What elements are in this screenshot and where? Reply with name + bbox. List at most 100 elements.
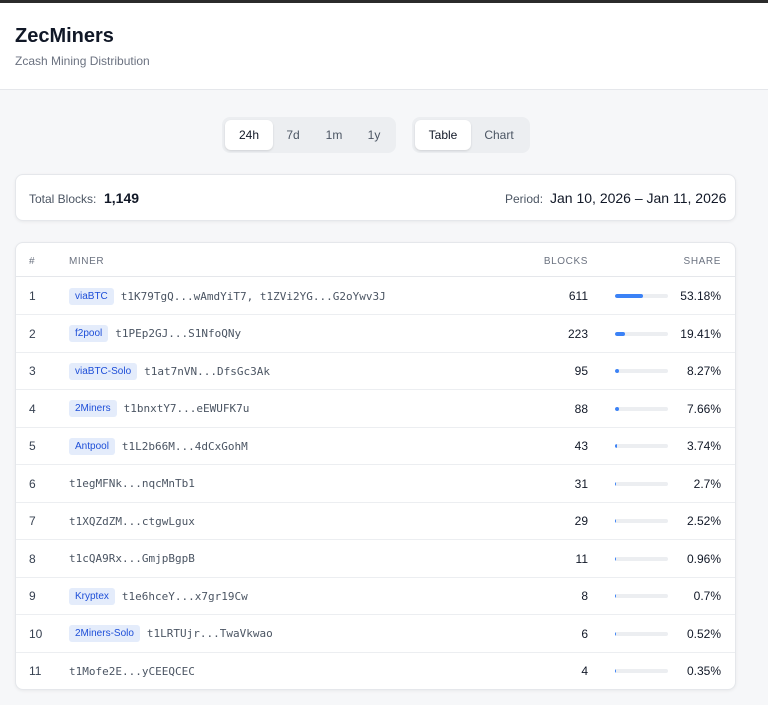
row-miner: Kryptex t1e6hceY...x7gr19Cw — [69, 587, 248, 605]
table-row: 9 Kryptex t1e6hceY...x7gr19Cw 8 0.7% — [16, 577, 735, 615]
row-miner: t1cQA9Rx...GmjpBgpB — [69, 550, 195, 568]
table-row: 4 2Miners t1bnxtY7...eEWUFK7u 88 7.66% — [16, 390, 735, 428]
row-share: 19.41% — [680, 326, 721, 341]
row-miner: viaBTC-Solo t1at7nVN...DfsGc3Ak — [69, 362, 270, 380]
row-miner: 2Miners t1bnxtY7...eEWUFK7u — [69, 400, 249, 418]
share-bar — [615, 519, 668, 523]
row-share: 3.74% — [686, 439, 721, 453]
row-share: 2.7% — [693, 476, 721, 491]
row-blocks: 31 — [574, 476, 588, 491]
top-border — [0, 0, 768, 3]
table-row: 1 viaBTC t1K79TgQ...wAmdYiT7, t1ZVi2YG...G… — [16, 277, 735, 315]
app-subtitle: Zcash Mining Distribution — [15, 54, 150, 68]
table-row: 7 t1XQZdZM...ctgwLgux 29 2.52% — [16, 502, 735, 540]
table-row: 8 t1cQA9Rx...GmjpBgpB 11 0.96% — [16, 540, 735, 578]
row-blocks: 4 — [581, 664, 588, 678]
pool-badge: 2Miners — [69, 400, 117, 417]
share-bar — [615, 369, 668, 373]
row-share: 2.52% — [686, 514, 721, 528]
share-bar-fill — [615, 369, 620, 373]
share-bar — [615, 556, 668, 561]
row-share: 0.96% — [686, 551, 721, 566]
row-blocks: 8 — [581, 589, 588, 603]
share-bar-fill — [615, 294, 644, 298]
share-bar — [615, 481, 668, 486]
miner-address: t1cQA9Rx...GmjpBgpB — [69, 552, 195, 565]
view-selector: Table Chart — [412, 117, 530, 153]
miner-address: t1bnxtY7...eEWUFK7u — [123, 402, 250, 415]
miner-address: t1L2b66M...4dCxGohM — [121, 439, 248, 453]
tab-7d[interactable]: 7d — [286, 128, 300, 142]
table-row: 3 viaBTC-Solo t1at7nVN...DfsGc3Ak 95 8.27% — [16, 352, 735, 390]
table-row: 6 t1egMFNk...nqcMnTb1 31 2.7% — [16, 465, 735, 503]
row-miner: t1egMFNk...nqcMnTb1 — [69, 475, 195, 493]
miner-address: t1Mofe2E...yCEEQCEC — [69, 664, 195, 678]
row-blocks: 95 — [574, 364, 588, 378]
row-rank: 7 — [29, 514, 36, 528]
share-bar — [615, 669, 668, 673]
row-miner: viaBTC t1K79TgQ...wAmdYiT7, t1ZVi2YG...G2… — [69, 287, 386, 305]
miner-address: t1K79TgQ...wAmdYiT7, t1ZVi2YG...G2oYwv3J — [120, 289, 386, 303]
total-blocks-value: 1,149 — [104, 190, 140, 206]
table-header: # MINER BLOCKS SHARE — [16, 243, 735, 277]
row-blocks: 611 — [568, 289, 588, 303]
tab-1y[interactable]: 1y — [367, 128, 381, 142]
miner-address: t1PEp2GJ...S1NfoQNy — [115, 327, 242, 340]
share-bar — [615, 631, 668, 636]
row-miner: 2Miners-Solo t1LRTUjr...TwaVkwao — [69, 625, 273, 643]
period-value: Jan 10, 2026 – Jan 11, 2026 — [550, 190, 727, 206]
tab-1m[interactable]: 1m — [325, 128, 343, 142]
row-rank: 8 — [29, 551, 36, 566]
share-bar — [615, 594, 668, 598]
row-rank: 10 — [29, 626, 43, 641]
row-share: 7.66% — [686, 401, 721, 416]
row-miner: f2pool t1PEp2GJ...S1NfoQNy — [69, 325, 241, 343]
row-rank: 11 — [29, 664, 42, 678]
row-blocks: 11 — [575, 551, 588, 566]
share-bar-fill — [615, 519, 617, 523]
total-blocks-label: Total Blocks: — [29, 192, 97, 206]
tab-24h[interactable]: 24h — [225, 120, 273, 150]
row-miner: t1Mofe2E...yCEEQCEC — [69, 662, 195, 680]
table-row: 11 t1Mofe2E...yCEEQCEC 4 0.35% — [16, 652, 735, 689]
miner-address: t1egMFNk...nqcMnTb1 — [69, 477, 195, 490]
share-bar — [615, 406, 668, 411]
pool-badge: Antpool — [69, 437, 115, 455]
miner-address: t1XQZdZM...ctgwLgux — [69, 514, 195, 528]
tab-table[interactable]: Table — [415, 120, 471, 150]
pool-badge: 2Miners-Solo — [69, 625, 140, 642]
column-header-blocks: BLOCKS — [543, 256, 588, 267]
row-blocks: 6 — [581, 626, 588, 641]
miner-address: t1at7nVN...DfsGc3Ak — [144, 364, 270, 378]
miner-address: t1e6hceY...x7gr19Cw — [121, 589, 248, 603]
row-share: 53.18% — [680, 289, 721, 303]
share-bar — [615, 444, 668, 448]
share-bar-fill — [615, 444, 617, 448]
row-share: 0.52% — [686, 626, 721, 641]
period-selector: 24h 7d 1m 1y — [222, 117, 396, 153]
tab-chart[interactable]: Chart — [484, 128, 514, 142]
row-miner: t1XQZdZM...ctgwLgux — [69, 512, 195, 530]
app-header: ZecMiners Zcash Mining Distribution — [0, 3, 768, 90]
row-rank: 3 — [29, 364, 36, 378]
row-rank: 6 — [29, 476, 36, 491]
row-blocks: 29 — [574, 514, 588, 528]
column-header-rank: # — [29, 256, 36, 267]
pool-badge: Kryptex — [69, 587, 115, 605]
row-miner: Antpool t1L2b66M...4dCxGohM — [69, 437, 248, 455]
period-label: Period: — [505, 192, 544, 206]
share-bar — [615, 331, 668, 336]
pool-badge: f2pool — [69, 325, 109, 342]
share-bar-fill — [615, 481, 617, 486]
row-rank: 2 — [29, 326, 36, 341]
row-rank: 4 — [29, 401, 36, 416]
table-row: 10 2Miners-Solo t1LRTUjr...TwaVkwao 6 0.52% — [16, 615, 735, 653]
pool-badge: viaBTC-Solo — [69, 362, 138, 380]
row-share: 8.27% — [686, 364, 721, 378]
row-blocks: 43 — [574, 439, 588, 453]
miner-address: t1LRTUjr...TwaVkwao — [146, 627, 273, 640]
share-bar-fill — [615, 556, 616, 561]
row-share: 0.7% — [693, 589, 721, 603]
share-bar-fill — [615, 406, 620, 411]
app-title: ZecMiners — [15, 25, 114, 47]
